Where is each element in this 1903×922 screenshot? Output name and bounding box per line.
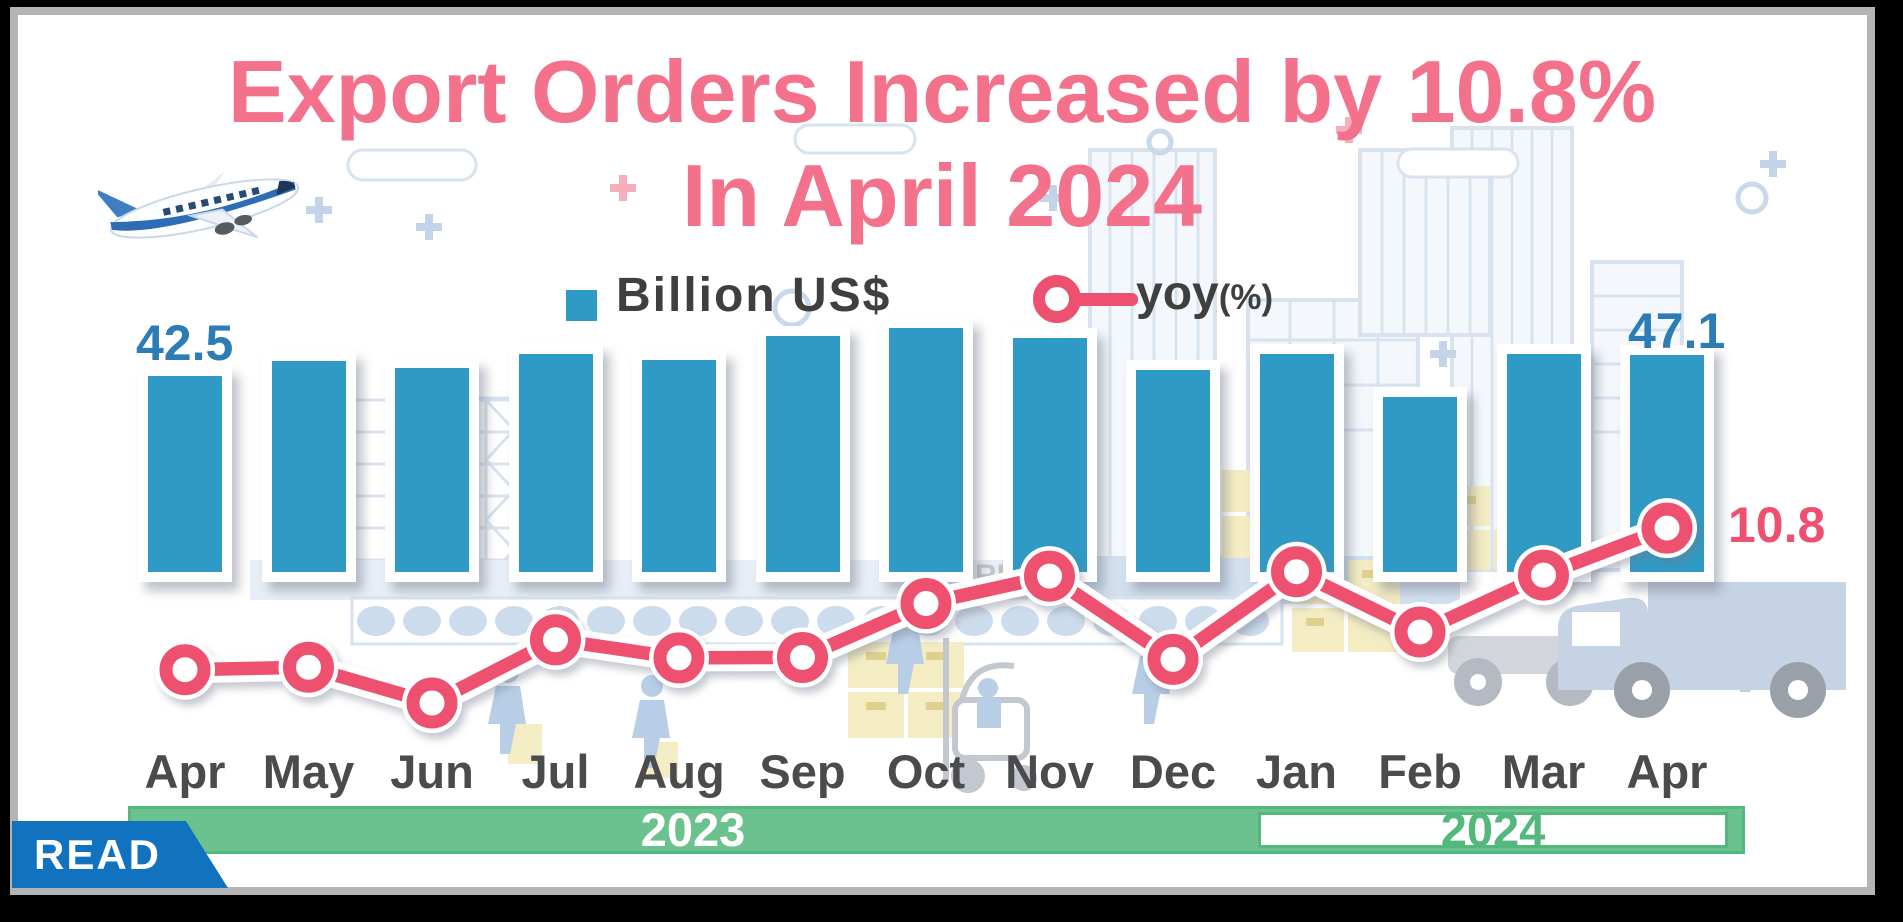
year-2024-box: [1258, 812, 1728, 848]
last-bar-value-label: 47.1: [1628, 303, 1726, 359]
read-ribbon-button[interactable]: READ: [12, 821, 228, 888]
bar-feb-2024: [1373, 387, 1467, 582]
bar-dec-2023: [1126, 360, 1220, 582]
legend-bar-label: Billion US$: [616, 269, 892, 322]
legend-line-marker-icon: [1033, 275, 1138, 323]
airplane-icon: [98, 170, 300, 239]
bar-jun-2023: [385, 358, 479, 582]
legend-bar-swatch: [566, 290, 597, 321]
bar-sep-2023: [755, 326, 850, 582]
bar-may-2023: [261, 351, 356, 582]
bar-nov-2023: [1002, 328, 1097, 582]
bar-aug-2023: [632, 350, 726, 582]
legend-line-text: yoy: [1136, 267, 1219, 320]
first-bar-value-label: 42.5: [136, 315, 234, 371]
legend-line-label: yoy(%): [1136, 266, 1273, 321]
title-line-1: Export Orders Increased by 10.8%: [227, 42, 1657, 141]
last-yoy-value-label: 10.8: [1728, 497, 1826, 553]
year-2024-label: 2024: [1440, 803, 1546, 856]
read-ribbon-label: READ: [34, 831, 162, 878]
bar-jan-2024: [1249, 344, 1344, 582]
bar-jul-2023: [508, 344, 603, 582]
bar-oct-2023: [879, 318, 973, 582]
bar-apr-2024: [1620, 345, 1714, 582]
legend-line-unit: (%): [1218, 278, 1274, 317]
bar-apr-2023: [138, 366, 232, 582]
year-2023-label: 2023: [640, 803, 746, 856]
page-title: Export Orders Increased by 10.8% In Apri…: [18, 40, 1866, 248]
bar-mar-2024: [1496, 344, 1591, 582]
